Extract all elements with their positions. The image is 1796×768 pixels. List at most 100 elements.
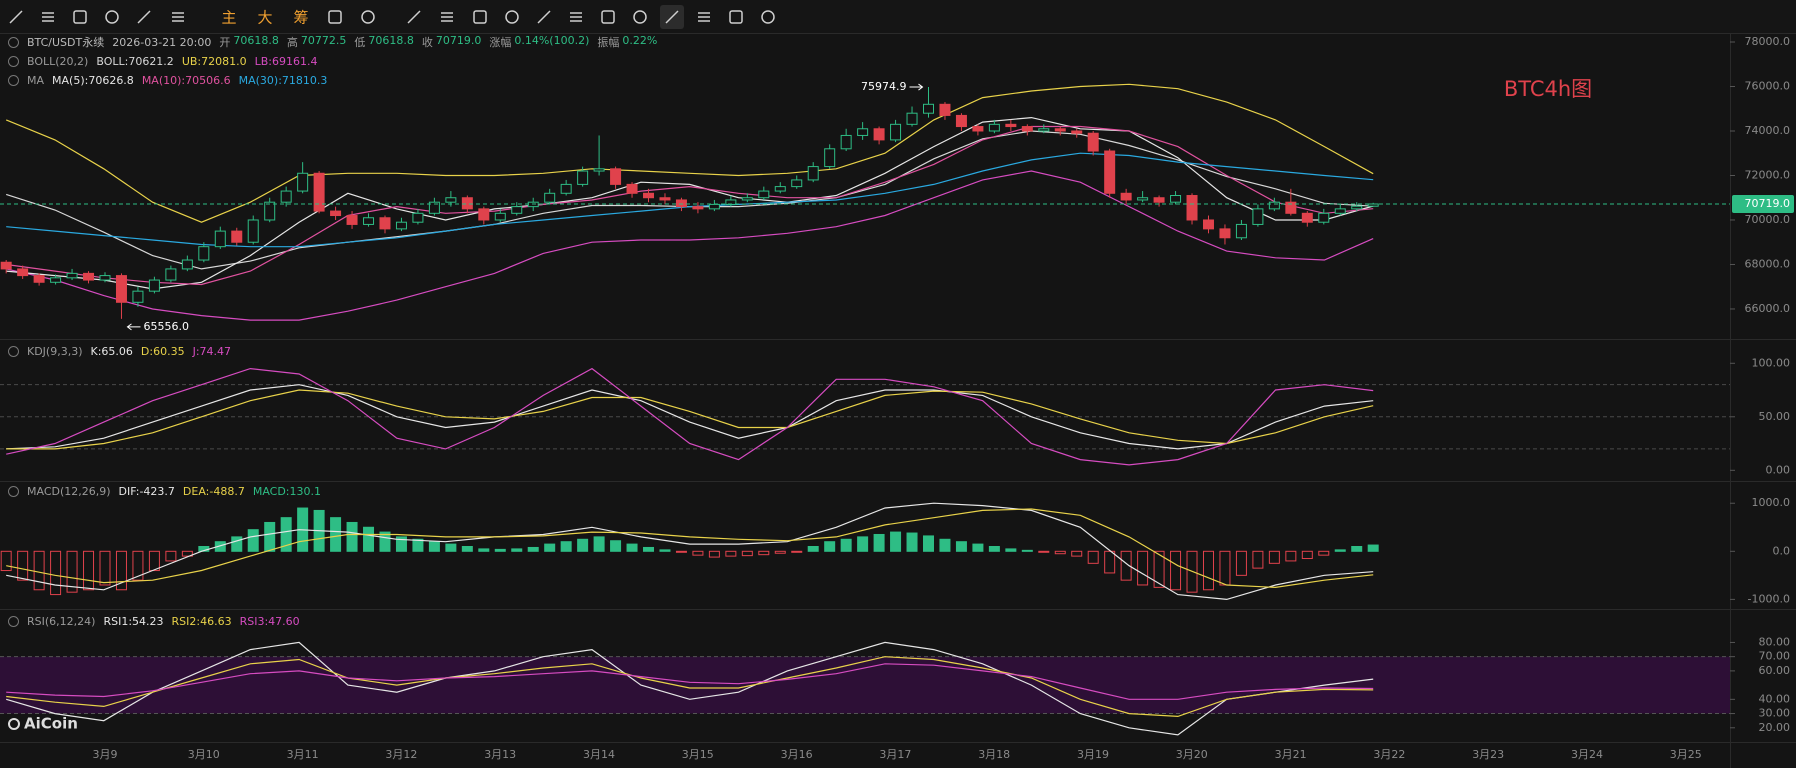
toolbar-icon[interactable]: [407, 10, 421, 24]
macd-bar: [692, 550, 704, 556]
toolbar-icon[interactable]: [633, 10, 647, 24]
candle-body: [741, 197, 753, 201]
macd-bar: [824, 541, 836, 552]
field-label: 低: [354, 36, 366, 49]
y-tick-label: 70.00: [1759, 650, 1791, 663]
indicator-line: [6, 641, 1374, 736]
x-tick-label: 3月13: [484, 748, 516, 761]
candle-body: [708, 203, 720, 210]
candle-body: [17, 268, 29, 277]
toolbar-tab[interactable]: 筹: [293, 9, 308, 27]
icon-stroke: [407, 10, 421, 24]
toolbar-icon[interactable]: [601, 10, 615, 24]
y-tick-label: 1000.0: [1752, 496, 1791, 509]
watermark: BTC4h图: [1504, 77, 1592, 101]
toolbar-icon[interactable]: [729, 10, 743, 24]
candle-body: [873, 128, 885, 141]
candle-body: [988, 123, 1000, 132]
legend-title: KDJ(9,3,3): [27, 344, 83, 358]
toolbar-icon[interactable]: [660, 5, 684, 29]
toolbar-icon[interactable]: [761, 10, 775, 24]
x-tick-label: 3月19: [1077, 748, 1109, 761]
toolbar-icon[interactable]: [698, 12, 710, 22]
macd-bar: [758, 550, 770, 556]
time: 2026-03-21 20:00: [112, 35, 212, 49]
macd-bar: [1268, 550, 1280, 564]
band: [0, 656, 1730, 714]
legend-row: RSI(6,12,24) RSI1:54.23 RSI2:46.63 RSI3:47.…: [8, 613, 300, 629]
toolbar-icon[interactable]: [137, 10, 151, 24]
candle-body: [1054, 128, 1066, 132]
indicator-line: [6, 116, 1374, 290]
toolbar-icon[interactable]: [9, 10, 23, 24]
macd-bar: [659, 549, 671, 552]
toolbar-icon[interactable]: [441, 12, 453, 22]
candle-body: [412, 212, 424, 223]
toolbar-icon[interactable]: [505, 10, 519, 24]
macd-bar: [527, 546, 539, 552]
brand: AiCoin: [24, 715, 78, 733]
indicator-line: [6, 663, 1374, 700]
macd-bar: [494, 548, 506, 552]
candle-body: [1137, 197, 1149, 201]
toolbar-icon[interactable]: [73, 10, 87, 24]
candle-body: [939, 103, 951, 116]
y-tick-label: 20.00: [1759, 721, 1791, 734]
candle-body: [626, 183, 638, 194]
x-tick-label: 3月16: [781, 748, 813, 761]
candle-body: [1104, 150, 1116, 194]
x-tick-label: 3月17: [879, 748, 911, 761]
candle-body: [1301, 212, 1313, 223]
icon-stroke: [73, 10, 87, 24]
toolbar-icon[interactable]: [328, 10, 342, 24]
legend-icon: [8, 485, 19, 497]
candle-body: [1202, 219, 1214, 230]
legend-row: MACD(12,26,9) DIF:-423.7 DEA:-488.7 MACD:13…: [8, 483, 321, 499]
macd-bar: [1021, 549, 1033, 552]
macd-bar: [478, 548, 490, 552]
candle-body: [1087, 132, 1099, 152]
candle-body: [363, 217, 375, 225]
candle-body: [99, 275, 111, 281]
macd-bar: [395, 536, 407, 552]
y-tick-label: 78000.0: [1745, 35, 1791, 48]
toolbar: [0, 0, 1796, 34]
toolbar-icon[interactable]: [473, 10, 487, 24]
candle-body: [1170, 195, 1182, 203]
macd-bar: [577, 538, 589, 552]
toolbar-icon[interactable]: [105, 10, 119, 24]
toolbar-icon[interactable]: [570, 12, 582, 22]
legend-item: BOLL:70621.2: [96, 54, 174, 68]
candle-body: [50, 277, 62, 283]
candle-body: [906, 112, 918, 125]
last-price-box: [1732, 194, 1794, 213]
macd-bar: [906, 532, 918, 552]
candle-body: [33, 275, 45, 283]
indicator-line: [6, 384, 1374, 450]
candle-body: [395, 221, 407, 230]
y-tick-label: 80.00: [1759, 635, 1791, 648]
toolbar-icon[interactable]: [361, 10, 375, 24]
candle-body: [758, 190, 770, 199]
indicator-line: [6, 502, 1374, 601]
macd-bar: [1153, 550, 1165, 588]
toolbar-icon[interactable]: [537, 10, 551, 24]
toolbar-icon[interactable]: [42, 12, 54, 22]
macd-bar: [412, 538, 424, 552]
macd-bar: [1219, 550, 1231, 586]
toolbar-tab[interactable]: 主: [221, 9, 236, 27]
field: 振幅 0.22%: [597, 34, 657, 50]
toolbar-tab[interactable]: 大: [257, 9, 272, 27]
candle-body: [1334, 208, 1346, 214]
legend-item: MA(5):70626.8: [52, 73, 134, 87]
field-value: 70719.0: [435, 34, 482, 47]
x-tick-label: 3月23: [1472, 748, 1504, 761]
toolbar-icon[interactable]: [172, 12, 184, 22]
legend-item: MACD:130.1: [252, 484, 321, 498]
macd-bar: [1005, 548, 1017, 552]
icon-stroke: [601, 10, 615, 24]
candle-body: [643, 192, 655, 199]
legend-item: MA(10):70506.6: [141, 73, 231, 87]
